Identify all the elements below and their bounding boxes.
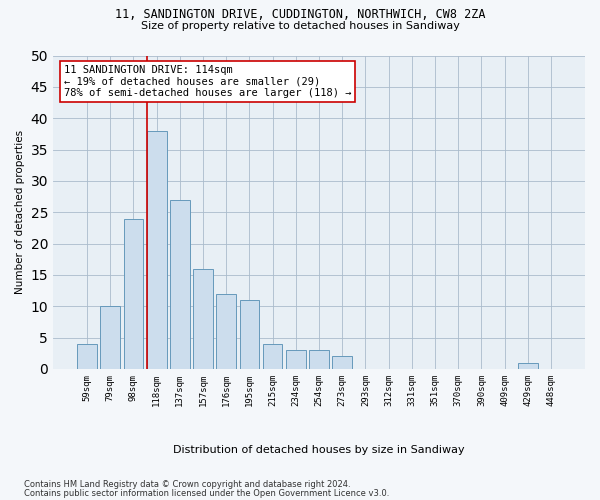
Bar bbox=[170, 200, 190, 369]
Text: 11 SANDINGTON DRIVE: 114sqm
← 19% of detached houses are smaller (29)
78% of sem: 11 SANDINGTON DRIVE: 114sqm ← 19% of det… bbox=[64, 65, 351, 98]
Text: Size of property relative to detached houses in Sandiway: Size of property relative to detached ho… bbox=[140, 21, 460, 31]
X-axis label: Distribution of detached houses by size in Sandiway: Distribution of detached houses by size … bbox=[173, 445, 465, 455]
Bar bbox=[332, 356, 352, 369]
Bar bbox=[518, 362, 538, 369]
Bar bbox=[124, 218, 143, 369]
Bar bbox=[239, 300, 259, 369]
Bar bbox=[147, 130, 167, 369]
Bar bbox=[286, 350, 305, 369]
Text: Contains public sector information licensed under the Open Government Licence v3: Contains public sector information licen… bbox=[24, 488, 389, 498]
Y-axis label: Number of detached properties: Number of detached properties bbox=[15, 130, 25, 294]
Bar bbox=[77, 344, 97, 369]
Bar bbox=[193, 268, 213, 369]
Text: 11, SANDINGTON DRIVE, CUDDINGTON, NORTHWICH, CW8 2ZA: 11, SANDINGTON DRIVE, CUDDINGTON, NORTHW… bbox=[115, 8, 485, 20]
Bar bbox=[100, 306, 120, 369]
Text: Contains HM Land Registry data © Crown copyright and database right 2024.: Contains HM Land Registry data © Crown c… bbox=[24, 480, 350, 489]
Bar bbox=[217, 294, 236, 369]
Bar bbox=[309, 350, 329, 369]
Bar bbox=[263, 344, 283, 369]
